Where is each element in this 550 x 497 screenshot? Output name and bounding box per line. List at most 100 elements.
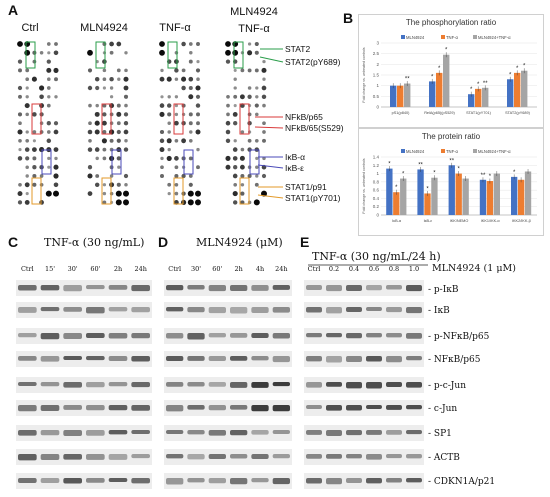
- blot-band: [131, 382, 150, 388]
- array-spot: [24, 103, 30, 109]
- blot-band: [406, 454, 422, 459]
- array-spot: [25, 95, 29, 99]
- bar: [436, 72, 443, 107]
- blot-band: [251, 382, 269, 388]
- array-spot: [195, 103, 201, 108]
- blot-strip: [304, 351, 424, 367]
- blot-band: [366, 333, 382, 338]
- array-spot: [255, 156, 259, 161]
- blot-band: [326, 478, 342, 485]
- array-spot: [262, 130, 266, 134]
- blot-band: [108, 430, 128, 435]
- blot-strip: [164, 425, 292, 441]
- blot-band: [208, 285, 226, 292]
- blot-band: [18, 285, 37, 291]
- legend-label: MLN4924+TNF-α: [478, 35, 511, 40]
- array-spot: [174, 77, 179, 81]
- blot-d: [164, 280, 292, 489]
- y-tick-label: 0.2: [373, 204, 380, 209]
- blot-band: [272, 333, 290, 339]
- blot-band: [386, 333, 402, 338]
- array-spot: [189, 51, 193, 55]
- blot-band: [208, 382, 226, 387]
- blot-strip: [164, 328, 292, 344]
- highlight-box: [239, 103, 250, 135]
- blot-band: [63, 307, 82, 312]
- array-spot: [53, 190, 59, 197]
- blot-c: [16, 280, 152, 489]
- lane-label: 60': [212, 265, 223, 273]
- array-spot: [32, 112, 37, 117]
- array-spot: [123, 85, 129, 91]
- array-spot: [262, 138, 266, 143]
- array-spot: [160, 165, 164, 170]
- y-tick-label: 1.5: [373, 73, 380, 78]
- array-title-tnf: TNF-α: [150, 22, 200, 34]
- blot-band: [386, 285, 402, 290]
- array-spot: [160, 174, 164, 178]
- array-spot: [196, 165, 200, 170]
- array-spot: [47, 77, 51, 81]
- blot-band: [386, 307, 402, 313]
- legend-swatch: [441, 35, 445, 39]
- significance-marker: *: [433, 171, 436, 177]
- array-spot: [225, 49, 231, 56]
- blot-band: [306, 382, 322, 388]
- array-spot: [109, 76, 114, 82]
- blot-band: [386, 405, 402, 410]
- array-spot: [18, 68, 22, 73]
- blot-band: [166, 405, 184, 412]
- array-spot: [159, 111, 165, 117]
- array-spot: [159, 147, 165, 153]
- array-spot: [240, 130, 245, 134]
- blot-band: [326, 454, 342, 459]
- blot-band: [346, 382, 362, 389]
- array-spot: [18, 94, 22, 99]
- array-spot: [181, 85, 186, 91]
- array-spot: [53, 129, 59, 135]
- y-tick-label: 0: [376, 105, 379, 110]
- array-spot: [17, 85, 23, 91]
- blot-band: [346, 356, 362, 363]
- blot-strip: [164, 302, 292, 318]
- array-spot: [17, 59, 23, 64]
- y-axis-label: Fold change vs. untreated controls: [362, 47, 366, 102]
- blot-band: [86, 382, 105, 388]
- blot-band: [346, 307, 362, 312]
- blot-strip: [16, 449, 152, 465]
- blot-strip: [164, 377, 292, 393]
- blot-band: [346, 478, 362, 483]
- blot-band: [131, 333, 150, 339]
- blot-band: [187, 478, 205, 483]
- array-spot: [174, 104, 178, 108]
- blot-band: [187, 285, 205, 290]
- array-spot: [94, 182, 100, 188]
- array-spot: [232, 191, 238, 197]
- array-spot: [87, 68, 93, 73]
- panel-c-title: TNF-α (30 ng/mL): [44, 236, 145, 249]
- array-spot: [94, 129, 100, 135]
- blot-band: [406, 333, 422, 339]
- blot-band: [131, 356, 150, 362]
- x-tick-label: IκB-ε: [424, 219, 433, 223]
- array-spot: [54, 95, 58, 99]
- array-spot: [94, 147, 100, 152]
- array-spot: [254, 50, 259, 55]
- significance-marker: *: [516, 66, 519, 72]
- array-spot: [233, 139, 237, 143]
- lane-label: 4h: [255, 265, 265, 273]
- array-spot: [25, 86, 29, 90]
- significance-marker: *: [402, 172, 405, 178]
- blot-strip: [16, 425, 152, 441]
- array-spot: [17, 41, 23, 47]
- blot-band: [40, 430, 60, 436]
- row-label-c-jun: - c-Jun: [428, 404, 458, 414]
- array-spot: [167, 103, 172, 108]
- bar: [424, 193, 431, 215]
- array-spot: [159, 49, 165, 56]
- legend-swatch: [401, 35, 405, 39]
- blot-band: [230, 382, 248, 388]
- array-spot: [196, 60, 200, 64]
- blot-band: [208, 430, 226, 436]
- blot-strip: [304, 302, 424, 318]
